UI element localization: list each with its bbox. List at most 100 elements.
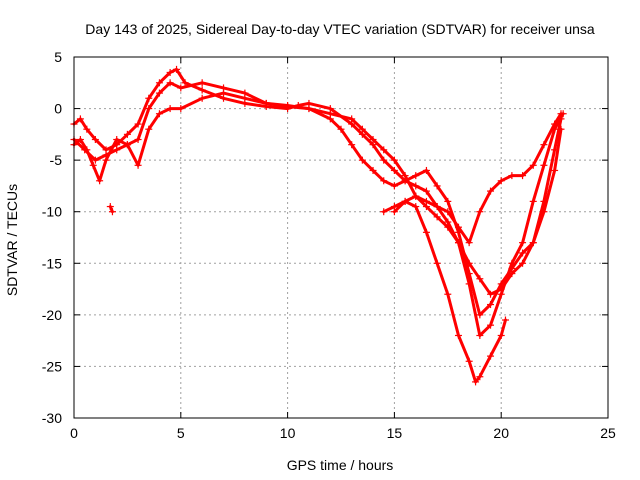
y-tick-label: -5 — [50, 152, 63, 168]
data-point — [497, 331, 505, 339]
data-point — [487, 301, 495, 309]
y-tick-label: -25 — [42, 358, 62, 374]
data-point — [476, 373, 484, 381]
data-point — [476, 331, 484, 339]
data-point — [390, 208, 398, 216]
data-point — [241, 94, 249, 102]
data-point — [519, 172, 527, 180]
data-point — [83, 125, 91, 133]
data-point — [476, 208, 484, 216]
data-point — [508, 172, 516, 180]
data-point — [529, 161, 537, 169]
data-point — [557, 110, 565, 118]
data-point — [433, 182, 441, 190]
data-point — [145, 125, 153, 133]
x-tick-label: 15 — [387, 425, 403, 441]
data-point — [519, 239, 527, 247]
data-point — [198, 94, 206, 102]
data-point — [487, 187, 495, 195]
data-point — [134, 120, 142, 128]
data-point — [422, 197, 430, 205]
data-point — [220, 89, 228, 97]
data-point — [369, 166, 377, 174]
data-point — [76, 136, 84, 144]
data-point — [326, 110, 334, 118]
data-point — [155, 79, 163, 87]
data-point — [472, 378, 480, 386]
data-point — [102, 156, 110, 164]
series-track-5 — [390, 197, 509, 386]
data-point — [540, 208, 548, 216]
y-tick-label: 5 — [54, 49, 62, 65]
data-point — [497, 290, 505, 298]
data-point — [540, 161, 548, 169]
data-point — [444, 223, 452, 231]
data-point — [433, 259, 441, 267]
data-point — [529, 197, 537, 205]
data-point — [401, 172, 409, 180]
data-point — [83, 146, 91, 154]
data-point — [262, 99, 270, 107]
data-point — [487, 290, 495, 298]
data-point — [551, 166, 559, 174]
data-point — [412, 203, 420, 211]
data-point — [166, 68, 174, 76]
data-point — [557, 125, 565, 133]
data-point — [444, 290, 452, 298]
data-point — [444, 208, 452, 216]
data-point — [177, 84, 185, 92]
data-point — [519, 249, 527, 257]
data-point — [433, 203, 441, 211]
data-point — [358, 125, 366, 133]
x-tick-label: 20 — [493, 425, 509, 441]
data-point — [497, 177, 505, 185]
data-point — [412, 182, 420, 190]
tick-layer: 0 5 10 15 20 25 5 0 -5 -10 -15 -20 -25 -30 — [42, 49, 616, 441]
grid-layer — [74, 57, 608, 418]
data-point — [123, 130, 131, 138]
data-point — [305, 105, 313, 113]
data-point — [145, 105, 153, 113]
data-point — [358, 156, 366, 164]
data-point — [380, 146, 388, 154]
data-point — [145, 94, 153, 102]
data-point — [89, 161, 97, 169]
x-tick-label: 25 — [600, 425, 616, 441]
data-point — [465, 357, 473, 365]
data-layer — [70, 65, 567, 386]
data-point — [444, 197, 452, 205]
data-point — [96, 177, 104, 185]
data-point — [380, 156, 388, 164]
data-point — [501, 316, 509, 324]
data-point — [529, 239, 537, 247]
data-point — [155, 89, 163, 97]
series-line — [72, 67, 563, 296]
data-point — [198, 86, 206, 94]
data-point — [487, 321, 495, 329]
data-point — [422, 228, 430, 236]
data-point — [337, 125, 345, 133]
y-tick-label: 0 — [54, 101, 62, 117]
data-point — [91, 136, 99, 144]
series-track-4 — [380, 110, 565, 247]
data-point — [380, 177, 388, 185]
data-point — [540, 141, 548, 149]
data-point — [487, 352, 495, 360]
data-point — [390, 182, 398, 190]
data-point — [465, 280, 473, 288]
data-point — [348, 115, 356, 123]
y-tick-label: -15 — [42, 255, 62, 271]
data-point — [433, 213, 441, 221]
series-line — [72, 81, 563, 317]
data-point — [113, 136, 121, 144]
data-point — [454, 223, 462, 231]
plot-frame — [73, 56, 609, 419]
data-point — [476, 311, 484, 319]
data-point — [465, 239, 473, 247]
data-point — [369, 136, 377, 144]
data-point — [454, 239, 462, 247]
data-point — [113, 146, 121, 154]
data-point — [401, 197, 409, 205]
data-point — [108, 208, 116, 216]
